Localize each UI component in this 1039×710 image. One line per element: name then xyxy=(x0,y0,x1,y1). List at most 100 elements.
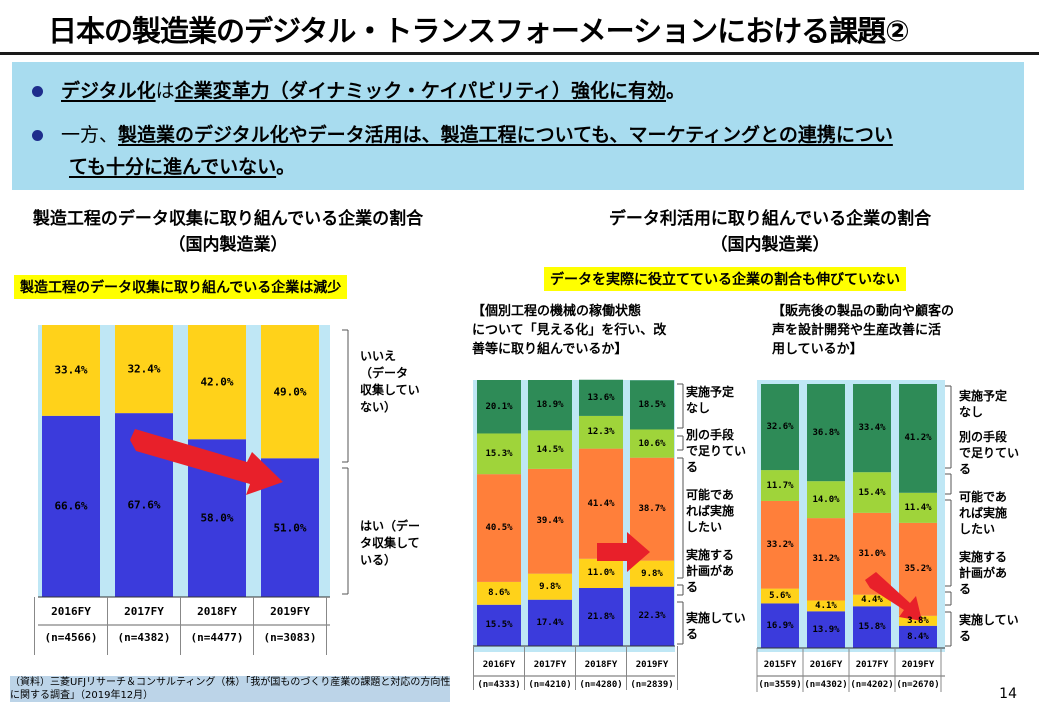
legend-b-plan: 実施する 計画がある xyxy=(959,550,1008,596)
chart-2-label-0-0: 16.9% xyxy=(766,620,794,631)
right-section-title: データ利活用に取り組んでいる企業の割合 （国内製造業） xyxy=(608,209,932,255)
chart-1-label-1-1: 9.8% xyxy=(539,581,561,592)
chart-1-n-0: (n=4333) xyxy=(477,680,521,690)
left-highlight: 製造工程のデータ収集に取り組んでいる企業は減少 xyxy=(14,275,348,299)
chart-0-xtick-1: 2017FY xyxy=(124,605,164,618)
chart-2-n-1: (n=4302) xyxy=(804,680,848,690)
chart-1-n-1: (n=4210) xyxy=(528,680,572,690)
chart-2-bar-1-seg-1 xyxy=(807,600,845,612)
chart-2-label-3-1: 3.8% xyxy=(907,615,929,626)
chart-0-n-3: (n=3083) xyxy=(263,631,317,644)
chart-2-bar-0-seg-2 xyxy=(761,500,799,589)
chart-2-bar-3-seg-4 xyxy=(899,384,937,493)
chart-1-xtick-2: 2018FY xyxy=(584,660,618,670)
chart-2-label-1-0: 13.9% xyxy=(812,624,840,635)
chart-1-label-0-0: 15.5% xyxy=(485,620,513,631)
chart-1-label-0-3: 15.3% xyxy=(485,448,513,459)
chart-0-bar-2-seg-1 xyxy=(188,325,246,440)
legend-a-other: 別の手段 で足りている xyxy=(686,428,747,474)
chart-2-bar-3-seg-3 xyxy=(899,492,937,523)
bullet-icon xyxy=(32,86,43,97)
chart-2-label-2-3: 15.4% xyxy=(858,487,886,498)
legend-b-other: 別の手段 で足りている xyxy=(959,430,1020,476)
chart-2-bar-2-seg-1 xyxy=(853,594,891,607)
chart-2-label-3-2: 35.2% xyxy=(904,564,932,575)
chart-1-label-1-0: 17.4% xyxy=(536,617,564,628)
chart-2-n-2: (n=4202) xyxy=(850,680,894,690)
chart-1-label-2-4: 13.6% xyxy=(587,392,615,403)
chart-2-label-3-4: 41.2% xyxy=(904,433,932,444)
chart-0-xtick-2: 2018FY xyxy=(197,605,237,618)
chart-2-bar-0-seg-3 xyxy=(761,470,799,501)
legend-b-none: 実施予定 なし xyxy=(959,389,1008,419)
chart-1-bar-1-seg-0 xyxy=(528,599,572,646)
chart-1-xtick-1: 2017FY xyxy=(533,660,567,670)
chart-1-label-0-4: 20.1% xyxy=(485,401,513,412)
chart-1-bar-3-seg-4 xyxy=(630,380,674,430)
chart-1-label-2-2: 41.4% xyxy=(587,498,615,509)
chart-2-bar-3-seg-0 xyxy=(899,625,937,648)
chart-1-label-2-3: 12.3% xyxy=(587,427,615,438)
chart-2-label-2-4: 33.4% xyxy=(858,423,886,434)
chart-2-label-0-4: 32.6% xyxy=(766,422,794,433)
chart-1-bar-1-seg-4 xyxy=(528,380,572,431)
bullet-icon xyxy=(32,130,43,141)
chart-0-label-1-1: 32.4% xyxy=(127,362,161,376)
chart-2-label-0-1: 5.6% xyxy=(769,590,791,601)
chart-0-bar-0-seg-0 xyxy=(42,415,100,597)
chart-2-xtick-1: 2016FY xyxy=(809,660,843,670)
page-title: 日本の製造業のデジタル・トランスフォーメーションにおける課題② xyxy=(48,14,910,48)
trend-arrow-chart-a-icon xyxy=(597,532,650,572)
chart-0-label-3-1: 49.0% xyxy=(273,385,307,399)
legend-a-plan: 実施する 計画がある xyxy=(686,548,735,594)
chart-2-n-3: (n=2670) xyxy=(896,680,940,690)
summary-box: デジタル化は企業変革力（ダイナミック・ケイパビリティ）強化に有効。 一方、製造業… xyxy=(12,62,1024,190)
chart-2-bar-1-seg-3 xyxy=(807,481,845,519)
chart-1-bar-2-seg-4 xyxy=(579,379,623,416)
chart-2-bar-0-seg-0 xyxy=(761,603,799,648)
title-divider xyxy=(0,52,1039,55)
chart-1-label-3-0: 22.3% xyxy=(638,611,666,622)
chart-2-label-1-2: 31.2% xyxy=(812,554,840,565)
chart-1-bar-1-seg-3 xyxy=(528,430,572,469)
chart-2-label-2-2: 31.0% xyxy=(858,548,886,559)
chart-2-bar-0-seg-4 xyxy=(761,384,799,471)
chart-2-label-2-1: 4.4% xyxy=(861,595,883,606)
chart-1-bar-0-seg-3 xyxy=(477,433,521,475)
chart-0-label-1-0: 67.6% xyxy=(127,498,161,512)
chart-2-xtick-2: 2017FY xyxy=(855,660,889,670)
chart-0-label-2-0: 58.0% xyxy=(200,511,234,525)
chart-2-label-2-0: 15.8% xyxy=(858,622,886,633)
chart-1-xtick-3: 2019FY xyxy=(635,660,669,670)
chart-0-n-2: (n=4477) xyxy=(190,631,244,644)
chart-1-bar-1-seg-2 xyxy=(528,468,572,574)
chart-b-question: 【販売後の製品の動向や顧客の 声を設計開発や生産改善に活 用しているか】 xyxy=(772,304,955,357)
chart-1-bar-0-seg-1 xyxy=(477,581,521,605)
chart-2-bar-3-seg-1 xyxy=(899,615,937,626)
chart-0-xtick-0: 2016FY xyxy=(51,605,91,618)
chart-1-n-3: (n=2839) xyxy=(630,680,674,690)
chart-2-bar-2-seg-4 xyxy=(853,384,891,473)
left-section-title: 製造工程のデータ収集に取り組んでいる企業の割合 （国内製造業） xyxy=(32,209,424,255)
chart-2-bar-1-seg-2 xyxy=(807,518,845,601)
chart-0-n-1: (n=4382) xyxy=(117,631,171,644)
chart-2-label-0-3: 11.7% xyxy=(766,480,794,491)
chart-1-bar-3-seg-0 xyxy=(630,586,674,646)
chart-1-label-1-3: 14.5% xyxy=(536,444,564,455)
chart-1-label-1-4: 18.9% xyxy=(536,400,564,411)
legend-a-doing: 実施している xyxy=(686,611,746,641)
chart-2-n-0: (n=3559) xyxy=(758,680,802,690)
chart-1-label-3-2: 38.7% xyxy=(638,504,666,515)
chart-0-bar-0-seg-1 xyxy=(42,325,100,416)
legend-a-none: 実施予定 なし xyxy=(686,385,735,415)
chart-1-label-3-1: 9.8% xyxy=(641,568,663,579)
legend-a-want: 可能であ れば実施 したい xyxy=(686,488,735,534)
summary-bullet-2-cont: ても十分に進んでいない。 xyxy=(69,156,296,178)
chart-2-label-1-3: 14.0% xyxy=(812,494,840,505)
chart-2-bar-1-seg-0 xyxy=(807,611,845,648)
chart-2-xtick-3: 2019FY xyxy=(901,660,935,670)
chart-1-bar-3-seg-1 xyxy=(630,560,674,587)
chart-0-label-2-1: 42.0% xyxy=(200,375,234,389)
chart-2-bar-2-seg-3 xyxy=(853,472,891,513)
legend-yes: はい（デー タ収集して いる） xyxy=(360,519,421,567)
